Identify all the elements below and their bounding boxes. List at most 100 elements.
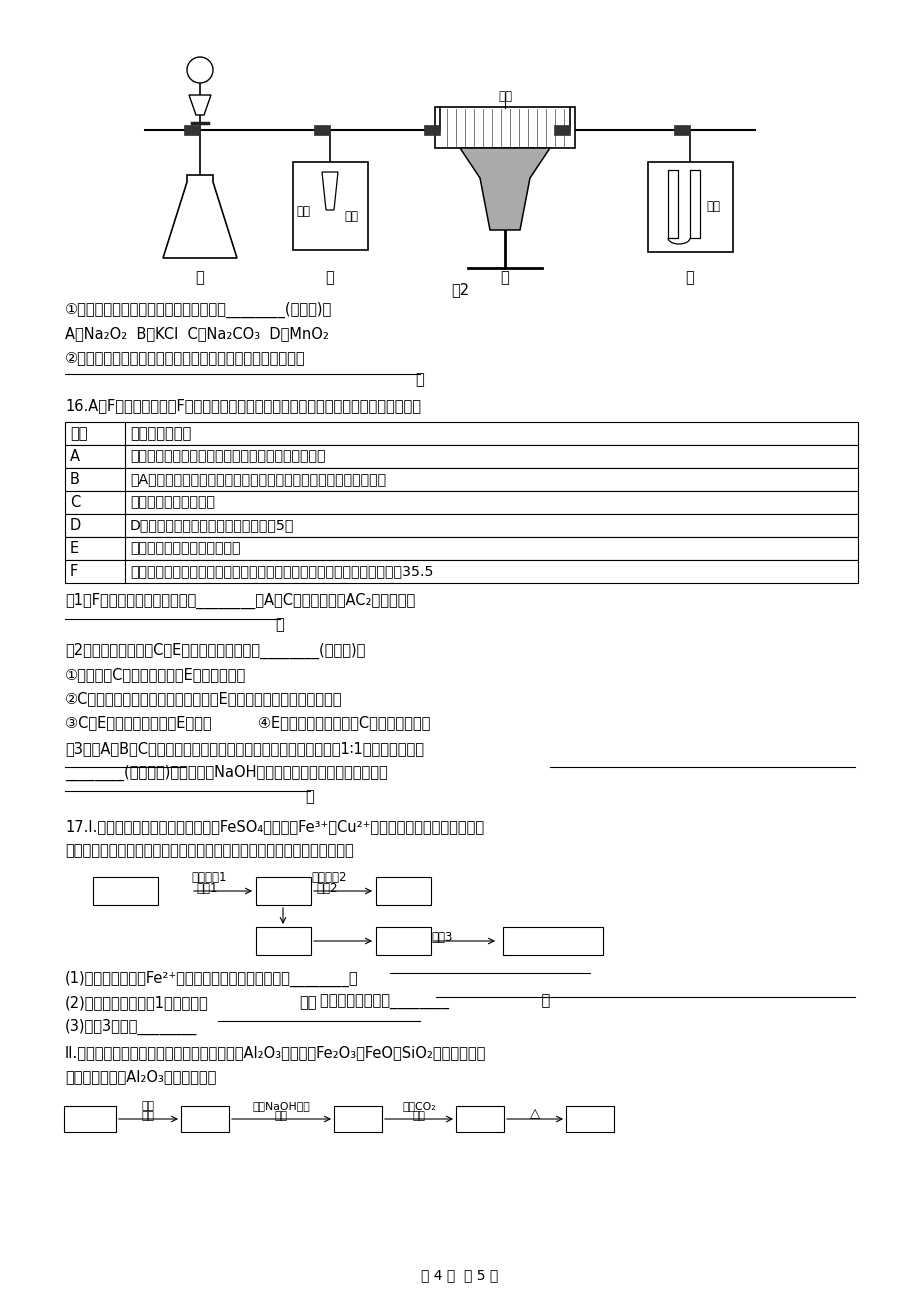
Bar (295, 202, 366, 250)
Text: ①常温下，C的单质呈气态，E的单质呈固态: ①常温下，C的单质呈气态，E的单质呈固态 (65, 667, 246, 682)
Text: 其单质主要存在于火山口附近: 其单质主要存在于火山口附近 (130, 542, 240, 555)
Text: 乙醇: 乙醇 (296, 204, 310, 217)
Text: (3)操作3指的是________: (3)操作3指的是________ (65, 1019, 198, 1035)
Text: 原子结构或性质: 原子结构或性质 (130, 426, 191, 441)
Text: 固体1: 固体1 (270, 881, 295, 894)
Text: (2)写出加入过量物质1后，发生的: (2)写出加入过量物质1后，发生的 (65, 995, 209, 1010)
Text: 滤液2: 滤液2 (346, 1111, 369, 1124)
Text: 反应的离子方程式________                    。: 反应的离子方程式________ 。 (320, 995, 550, 1010)
Bar (181, 1105, 229, 1131)
Text: 热水: 热水 (344, 210, 357, 223)
Polygon shape (460, 148, 550, 230)
Text: 铝土矿: 铝土矿 (78, 1111, 101, 1124)
Text: 加入物质1: 加入物质1 (191, 871, 226, 884)
Text: Al₂O₃: Al₂O₃ (573, 1111, 606, 1124)
Text: 16.A～F六种元素中，除F外其他均为短周期元素，它们的原子结构或性质如下表所示。: 16.A～F六种元素中，除F外其他均为短周期元素，它们的原子结构或性质如下表所示… (65, 398, 421, 413)
Text: 冷水: 冷水 (705, 201, 720, 214)
Text: 小组设计的提纯Al₂O₃的方案如下：: 小组设计的提纯Al₂O₃的方案如下： (65, 1069, 216, 1085)
Bar (93, 878, 158, 905)
Bar (553, 125, 570, 135)
Text: ①装置甲锥形瓶中盛放的固体药品可能为________(填字母)。: ①装置甲锥形瓶中盛放的固体药品可能为________(填字母)。 (65, 302, 332, 318)
Text: 。: 。 (275, 617, 283, 631)
Bar (64, 1105, 116, 1131)
Bar (424, 125, 439, 135)
Text: (1)检验此废水中的Fe²⁺，实验室中可以选用的试剂是________。: (1)检验此废水中的Fe²⁺，实验室中可以选用的试剂是________。 (65, 971, 358, 987)
Bar (65, 422, 857, 445)
Text: 滤液1: 滤液1 (193, 1111, 217, 1124)
Text: ②C的最简单气态氢化物的稳定性强于E的最简单气态氢化物的稳定性: ②C的最简单气态氢化物的稳定性强于E的最简单气态氢化物的稳定性 (65, 691, 342, 706)
Circle shape (187, 57, 213, 83)
Bar (65, 514, 857, 536)
Text: 固体2: 固体2 (391, 881, 414, 894)
Text: ②实验过程中，丙装置硬质玻璃管中发生反应的化学方程式为: ②实验过程中，丙装置硬质玻璃管中发生反应的化学方程式为 (65, 350, 305, 365)
Bar (689, 171, 699, 238)
Text: F: F (70, 564, 78, 579)
Text: FeSO₄·7H₂O: FeSO₄·7H₂O (516, 931, 589, 944)
Bar (65, 560, 857, 583)
Text: 铜网: 铜网 (497, 90, 512, 103)
Text: 操作1: 操作1 (196, 881, 217, 894)
Text: 元素: 元素 (70, 426, 87, 441)
Text: 乙: 乙 (325, 270, 334, 285)
Bar (376, 878, 430, 905)
Text: 生活中常见的银白色金属，它有两种常见的氯化物，且相对分子质量相差35.5: 生活中常见的银白色金属，它有两种常见的氯化物，且相对分子质量相差35.5 (130, 564, 433, 578)
Text: 工业废水: 工业废水 (110, 881, 140, 894)
Text: 过滤: 过滤 (142, 1111, 154, 1121)
Bar (313, 125, 330, 135)
Bar (503, 927, 602, 954)
Text: 过量CO₂: 过量CO₂ (402, 1101, 436, 1111)
Text: ________(填化学式)，它与足量NaOH溶液在加热时反应的离子方程式为: ________(填化学式)，它与足量NaOH溶液在加热时反应的离子方程式为 (65, 766, 387, 781)
Text: A．Na₂O₂  B．KCl  C．Na₂CO₃  D．MnO₂: A．Na₂O₂ B．KCl C．Na₂CO₃ D．MnO₂ (65, 326, 328, 341)
Text: II.工业上冶炼铝的原料是铝土矿（主要成分是Al₂O₃，杂质为Fe₂O₃、FeO、SiO₂等）。某研究: II.工业上冶炼铝的原料是铝土矿（主要成分是Al₂O₃，杂质为Fe₂O₃、FeO… (65, 1046, 486, 1060)
Text: 操作3: 操作3 (430, 931, 452, 944)
Bar (565, 1105, 613, 1131)
Text: △: △ (529, 1107, 539, 1120)
Bar (667, 171, 677, 238)
Text: 丙: 丙 (500, 270, 509, 285)
Bar (376, 927, 430, 954)
Text: 。: 。 (305, 789, 313, 805)
Bar (65, 467, 857, 491)
Text: 地壳中含量最多的元素: 地壳中含量最多的元素 (130, 495, 215, 509)
Text: 17.I.某工厂的工业废水中含有大量的FeSO₄和较多的Fe³⁺和Cu²⁺。为了减少污染并变废为宝，: 17.I.某工厂的工业废水中含有大量的FeSO₄和较多的Fe³⁺和Cu²⁺。为了… (65, 819, 483, 835)
Text: A: A (70, 449, 80, 464)
Bar (334, 1105, 381, 1131)
Bar (65, 445, 857, 467)
Text: 其形成的一种同位素原子在考古中可推测化石的年代: 其形成的一种同位素原子在考古中可推测化石的年代 (130, 449, 325, 464)
Bar (435, 107, 574, 148)
Bar (674, 125, 689, 135)
Text: 过滤: 过滤 (274, 1111, 287, 1121)
Bar (65, 536, 857, 560)
Text: D: D (70, 518, 81, 533)
Text: 过量NaOH溶液: 过量NaOH溶液 (252, 1101, 310, 1111)
Bar (65, 491, 857, 514)
Text: 过滤: 过滤 (412, 1111, 425, 1121)
Text: 加入物质2: 加入物质2 (311, 871, 346, 884)
Text: 第 4 页  共 5 页: 第 4 页 共 5 页 (421, 1268, 498, 1282)
Text: B: B (70, 473, 80, 487)
Bar (292, 161, 368, 250)
Text: 图2: 图2 (450, 283, 469, 297)
Text: 甲: 甲 (196, 270, 204, 285)
Text: 沉淀A: 沉淀A (468, 1111, 492, 1124)
Polygon shape (163, 220, 237, 258)
Text: C: C (70, 495, 80, 510)
Text: ③C与E形成的化合物中，E呈正价          ④E的氢化物的沸点高于C的氢化物的沸点: ③C与E形成的化合物中，E呈正价 ④E的氢化物的沸点高于C的氢化物的沸点 (65, 715, 430, 730)
Text: 溶液2: 溶液2 (391, 931, 414, 944)
Bar (650, 207, 731, 253)
Text: 所有: 所有 (299, 995, 316, 1010)
Text: 。: 。 (414, 372, 424, 387)
Text: 丁: 丁 (685, 270, 694, 285)
Bar (184, 125, 199, 135)
Text: （2）下列事实能证明C和E的非金属性强弱的是________(填序号)。: （2）下列事实能证明C和E的非金属性强弱的是________(填序号)。 (65, 643, 365, 659)
Text: 溶液1: 溶液1 (270, 931, 295, 944)
Polygon shape (322, 172, 337, 210)
Polygon shape (188, 95, 210, 115)
Bar (456, 1105, 504, 1131)
Text: 盐酸: 盐酸 (142, 1101, 154, 1111)
Text: （3）由A、B、C和氢元素四种元素所形成的阴、阳离子数目之比为1∶1的离子化合物是: （3）由A、B、C和氢元素四种元素所形成的阴、阳离子数目之比为1∶1的离子化合物… (65, 741, 424, 756)
Bar (255, 878, 311, 905)
Polygon shape (163, 174, 237, 258)
Text: 工厂计划从该废水中回收硫酸亚铁和金属铜。实验室模拟该工业流程如图：: 工厂计划从该废水中回收硫酸亚铁和金属铜。实验室模拟该工业流程如图： (65, 842, 354, 858)
Text: 操作2: 操作2 (315, 881, 337, 894)
